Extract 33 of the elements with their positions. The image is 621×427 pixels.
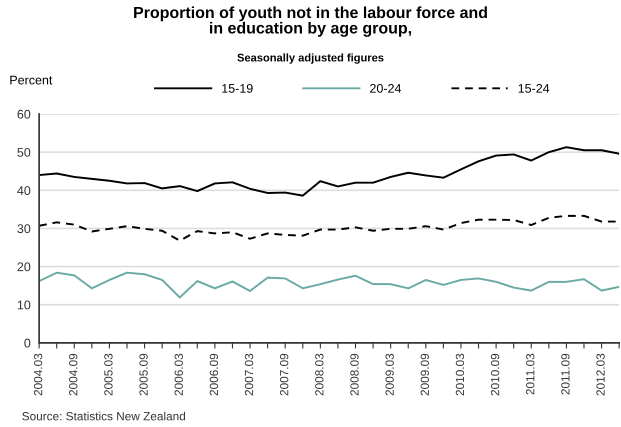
x-tick-label: 2007.09 bbox=[280, 354, 288, 396]
x-tick-label: 2006.03 bbox=[174, 354, 183, 396]
x-tick-label: 2010.03 bbox=[456, 354, 464, 396]
x-tick-label: 2008.09 bbox=[350, 354, 359, 396]
y-tick-label: 0 bbox=[24, 338, 30, 348]
y-tick-label: 30 bbox=[17, 224, 30, 234]
y-axis-title: Percent bbox=[10, 76, 52, 84]
y-tick-label: 40 bbox=[17, 186, 30, 195]
x-tick-label: 2011.03 bbox=[526, 354, 534, 395]
chart-subtitle: Seasonally adjusted figures bbox=[237, 53, 384, 64]
x-tick-label: 2007.03 bbox=[244, 354, 254, 396]
y-tick-label: 60 bbox=[18, 110, 30, 119]
x-tick-label: 2004.03 bbox=[34, 354, 42, 396]
x-tick-label: 2011.09 bbox=[561, 354, 570, 395]
legend-label: 20-24 bbox=[370, 84, 402, 93]
x-tick-label: 2010.09 bbox=[490, 354, 500, 396]
x-tick-label: 2009.03 bbox=[385, 354, 394, 396]
x-tick-label: 2009.09 bbox=[420, 354, 429, 396]
x-tick-label: 2006.09 bbox=[210, 354, 218, 396]
legend-label: 15-24 bbox=[518, 84, 550, 93]
x-tick-label: 2004.09 bbox=[69, 354, 78, 396]
x-tick-label: 2008.03 bbox=[315, 354, 324, 396]
x-tick-label: 2012.03 bbox=[596, 354, 605, 396]
x-tick-label: 2005.03 bbox=[104, 354, 113, 396]
y-tick-label: 50 bbox=[17, 148, 30, 157]
chart-title: Proportion of youth not in the labour force and in education by age group, bbox=[134, 6, 487, 37]
y-tick-label: 20 bbox=[18, 262, 30, 272]
source-note: Source: Statistics New Zealand bbox=[22, 412, 186, 420]
line-series bbox=[39, 146, 620, 197]
x-tick-label: 2005.09 bbox=[139, 354, 148, 396]
line-series bbox=[39, 272, 620, 298]
y-tick-label: 10 bbox=[18, 300, 30, 310]
legend-label: 15-19 bbox=[222, 84, 253, 93]
